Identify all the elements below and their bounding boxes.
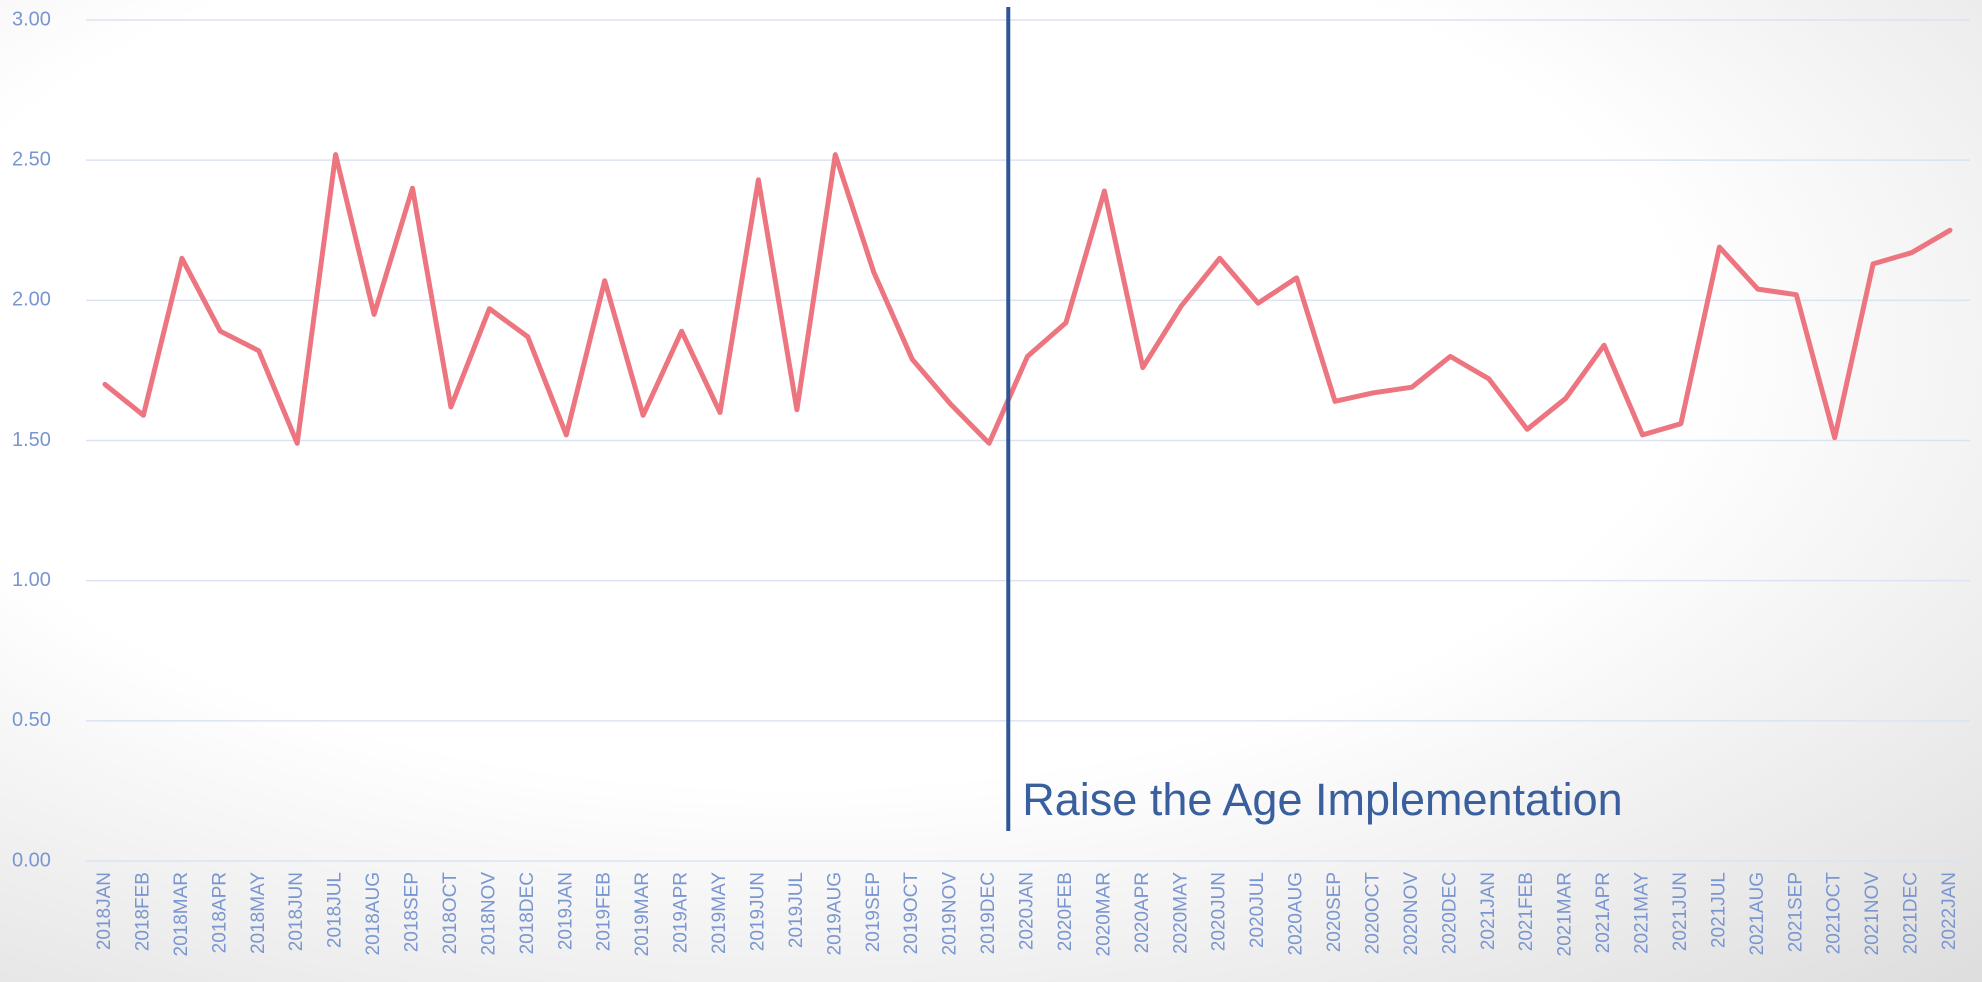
x-tick-label: 2022JAN (1939, 872, 1960, 950)
x-tick-label: 2021OCT (1824, 872, 1845, 955)
x-tick-label: 2020DEC (1439, 872, 1460, 954)
x-tick-label: 2019OCT (901, 872, 922, 955)
x-tick-label: 2019JUL (786, 872, 807, 948)
x-tick-label: 2019JAN (555, 872, 576, 950)
x-tick-label: 2021NOV (1862, 872, 1883, 956)
x-tick-label: 2019FEB (594, 872, 615, 951)
x-tick-label: 2018SEP (402, 872, 423, 952)
x-tick-label: 2020MAY (1170, 872, 1191, 954)
x-tick-label: 2018APR (209, 872, 230, 953)
x-tick-label: 2020JUL (1247, 872, 1268, 948)
x-tick-label: 2018FEB (132, 872, 153, 951)
y-tick-label: 2.50 (12, 148, 51, 170)
x-tick-label: 2021JUL (1708, 872, 1729, 948)
x-tick-label: 2020SEP (1324, 872, 1345, 952)
x-tick-label: 2021JAN (1478, 872, 1499, 950)
x-tick-label: 2019JUN (747, 872, 768, 951)
y-tick-label: 3.00 (12, 8, 51, 30)
x-tick-label: 2021MAR (1555, 872, 1576, 957)
x-tick-label: 2018DEC (517, 872, 538, 954)
x-tick-label: 2018JUL (325, 872, 346, 948)
x-tick-label: 2021AUG (1747, 872, 1768, 955)
x-tick-label: 2018NOV (478, 872, 499, 956)
x-tick-label: 2021FEB (1516, 872, 1537, 951)
annotation-text: Raise the Age Implementation (1022, 774, 1622, 825)
y-tick-label: 2.00 (12, 289, 51, 311)
x-tick-label: 2021JUN (1670, 872, 1691, 951)
x-tick-label: 2018MAR (171, 872, 192, 957)
x-tick-label: 2020OCT (1362, 872, 1383, 955)
x-tick-label: 2019AUG (824, 872, 845, 955)
x-tick-label: 2019MAY (709, 872, 730, 954)
x-tick-label: 2021DEC (1901, 872, 1922, 954)
x-tick-label: 2019SEP (863, 872, 884, 952)
x-tick-label: 2019NOV (940, 872, 961, 956)
x-tick-label: 2019APR (671, 872, 692, 953)
line-series (102, 152, 1953, 446)
x-tick-label: 2018AUG (363, 872, 384, 955)
y-tick-label: 1.00 (12, 569, 51, 591)
x-tick-label: 2020NOV (1401, 872, 1422, 956)
x-tick-label: 2020APR (1132, 872, 1153, 953)
x-tick-label: 2020JAN (1017, 872, 1038, 950)
x-tick-label: 2020FEB (1055, 872, 1076, 951)
x-tick-label: 2021MAY (1632, 872, 1653, 954)
x-tick-label: 2018MAY (248, 872, 269, 954)
x-tick-label: 2020MAR (1093, 872, 1114, 957)
x-tick-label: 2021SEP (1785, 872, 1806, 952)
x-tick-label: 2019MAR (632, 872, 653, 957)
x-tick-label: 2018JUN (286, 872, 307, 951)
x-tick-label: 2018JAN (94, 872, 115, 950)
y-tick-label: 1.50 (12, 429, 51, 451)
x-tick-label: 2019DEC (978, 872, 999, 954)
x-tick-label: 2020JUN (1209, 872, 1230, 951)
x-tick-label: 2020AUG (1286, 872, 1307, 955)
x-tick-label: 2021APR (1593, 872, 1614, 953)
x-tick-label: 2018OCT (440, 872, 461, 955)
y-tick-label: 0.00 (12, 849, 51, 871)
y-tick-label: 0.50 (12, 709, 51, 731)
